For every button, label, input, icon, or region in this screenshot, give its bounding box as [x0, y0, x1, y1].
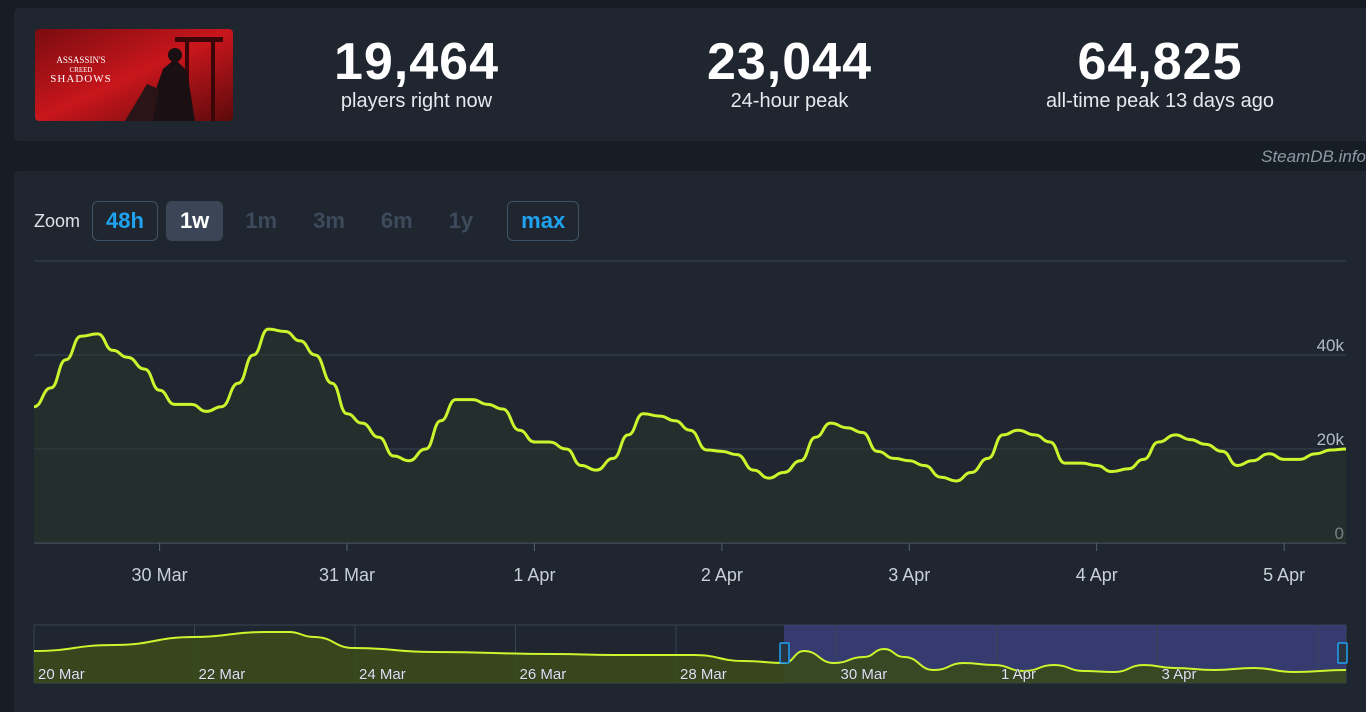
game-thumbnail[interactable]: ASSASSIN'S CREED SHADOWS [35, 29, 233, 121]
zoom-max-button[interactable]: max [507, 201, 580, 241]
zoom-label: Zoom [34, 210, 81, 231]
y-tick-label: 0 [1335, 524, 1344, 543]
navigator-left-handle[interactable] [779, 642, 790, 664]
x-tick-label: 4 Apr [1076, 565, 1118, 585]
current-players-stat: 19,464 players right now [324, 34, 509, 112]
stats-panel: ASSASSIN'S CREED SHADOWS 19,464 players … [14, 8, 1366, 141]
svg-text:CREED: CREED [70, 66, 93, 74]
all-time-peak-stat: 64,825 all-time peak 13 days ago [1034, 34, 1286, 112]
x-tick-label: 1 Apr [513, 565, 555, 585]
series-area [34, 329, 1346, 543]
x-tick-label: 2 Apr [701, 565, 743, 585]
navigator-label: 26 Mar [520, 666, 567, 683]
all-time-peak-value: 64,825 [1077, 33, 1243, 91]
navigator-line [33, 631, 1347, 674]
peak-24h-stat: 23,044 24-hour peak [692, 34, 887, 112]
peak-24h-value: 23,044 [706, 33, 873, 91]
navigator-label: 28 Mar [680, 666, 727, 683]
game-cover-art: ASSASSIN'S CREED SHADOWS [35, 29, 233, 121]
navigator-label: 20 Mar [38, 666, 85, 683]
navigator-label: 22 Mar [199, 666, 246, 683]
series-line [33, 327, 1347, 483]
x-tick-label: 30 Mar [132, 565, 188, 585]
current-players-value: 19,464 [333, 33, 500, 91]
zoom-48h-button[interactable]: 48h [92, 201, 158, 241]
svg-text:SHADOWS: SHADOWS [50, 73, 111, 85]
navigator-label: 3 Apr [1162, 666, 1197, 683]
x-tick-label: 3 Apr [888, 565, 930, 585]
navigator-label: 24 Mar [359, 666, 406, 683]
zoom-3m-button[interactable]: 3m [313, 208, 345, 233]
player-count-chart: 0 20k 40k 30 Mar 31 Mar 1 Apr 2 Apr 3 Apr 4 Apr 5… [33, 260, 1348, 684]
zoom-bar: Zoom 48h 1w 1m 3m 6m 1y max [34, 201, 587, 241]
navigator-right-handle[interactable] [1337, 642, 1348, 664]
peak-24h-label: 24-hour peak [730, 90, 849, 112]
steamdb-credit[interactable]: SteamDB.info [1261, 147, 1366, 166]
navigator-area [34, 632, 1346, 683]
zoom-1w-button[interactable]: 1w [165, 201, 224, 241]
zoom-1m-button[interactable]: 1m [245, 208, 278, 233]
chart-panel: Zoom 48h 1w 1m 3m 6m 1y max 0 20k 40k 30 Ma… [14, 171, 1366, 712]
navigator-label: 1 Apr [1001, 666, 1036, 683]
x-tick-label: 31 Mar [319, 565, 375, 585]
x-tick-label: 5 Apr [1263, 565, 1305, 585]
y-tick-label: 20k [1317, 430, 1345, 449]
svg-text:ASSASSIN'S: ASSASSIN'S [56, 55, 105, 65]
y-tick-label: 40k [1317, 336, 1345, 355]
zoom-6m-button[interactable]: 6m [380, 208, 413, 233]
all-time-peak-label: all-time peak 13 days ago [1046, 90, 1274, 112]
zoom-1y-button[interactable]: 1y [448, 208, 474, 233]
current-players-label: players right now [340, 90, 493, 112]
navigator-label: 30 Mar [841, 666, 888, 683]
